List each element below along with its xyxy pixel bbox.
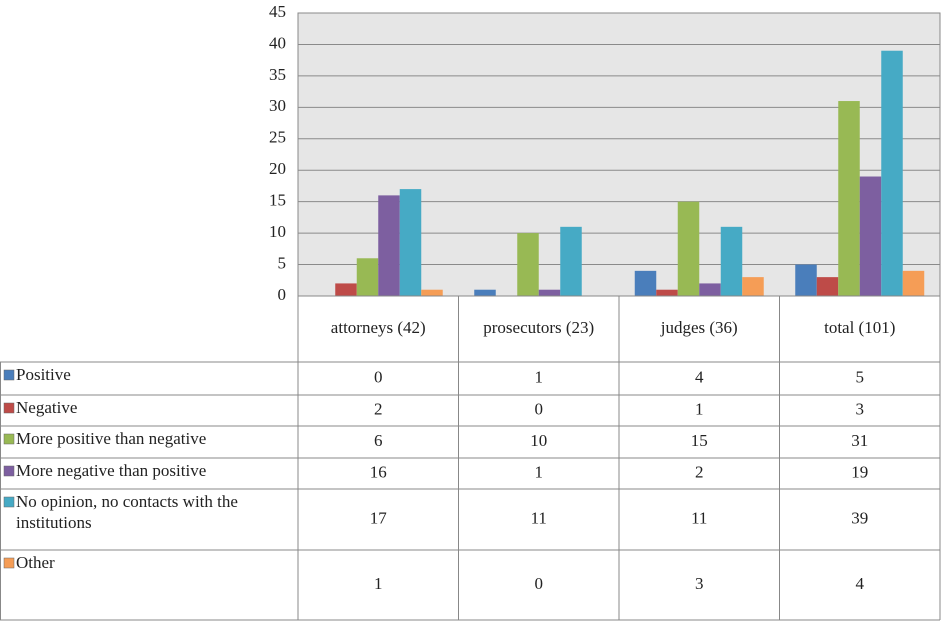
table-value: 1 <box>374 574 383 593</box>
table-value: 0 <box>535 574 544 593</box>
legend-label-box: More positive than negative <box>16 429 207 448</box>
table-value: 11 <box>691 508 707 527</box>
table-value: 19 <box>851 462 868 481</box>
table-value: 2 <box>695 462 704 481</box>
table-value: 3 <box>856 399 865 418</box>
x-tick-label: prosecutors (23) <box>483 318 594 337</box>
legend-label: Other <box>16 553 55 572</box>
bar <box>474 289 496 296</box>
x-tick-label: attorneys (42) <box>331 318 426 337</box>
legend-key <box>3 496 15 508</box>
bar <box>517 233 539 296</box>
bar <box>421 289 443 296</box>
bar <box>881 50 903 296</box>
y-tick-label: 25 <box>269 128 286 147</box>
legend-key <box>3 402 15 414</box>
legend-label-box: Negative <box>16 398 78 417</box>
table-value: 17 <box>370 508 388 527</box>
bar <box>859 176 882 296</box>
bar <box>538 289 561 296</box>
legend-label: No opinion, no contacts with the institu… <box>16 492 238 532</box>
bar <box>742 277 764 296</box>
legend-label: Negative <box>16 398 78 417</box>
table-value: 10 <box>530 431 547 450</box>
bar <box>838 101 860 297</box>
bar <box>335 283 357 296</box>
table-value: 1 <box>695 399 704 418</box>
table-value: 0 <box>374 367 383 386</box>
table-value: 39 <box>851 508 868 527</box>
legend-key <box>3 369 15 381</box>
table-value: 1 <box>535 462 544 481</box>
bar <box>902 270 925 296</box>
bar <box>699 283 721 296</box>
y-tick-label: 40 <box>269 33 286 52</box>
y-tick-label: 35 <box>269 65 286 84</box>
legend-label: More positive than negative <box>16 429 207 448</box>
bar <box>378 195 400 296</box>
bar <box>795 264 817 296</box>
table-value: 11 <box>531 508 547 527</box>
legend-label-box: More negative than positive <box>16 461 207 480</box>
x-tick-label: total (101) <box>824 318 895 337</box>
legend-label: Positive <box>16 365 71 384</box>
y-tick-label: 20 <box>269 159 286 178</box>
table-value: 15 <box>691 431 708 450</box>
bar <box>399 189 422 296</box>
table-value: 5 <box>856 367 865 386</box>
bar <box>816 277 839 296</box>
y-tick-label: 45 <box>269 2 286 21</box>
bar <box>677 201 700 296</box>
legend-label: More negative than positive <box>16 461 207 480</box>
bar <box>634 270 657 296</box>
bar <box>720 226 743 296</box>
bar <box>656 289 678 296</box>
y-tick-label: 30 <box>269 96 286 115</box>
legend-key <box>3 557 15 569</box>
legend-label-box: No opinion, no contacts with the institu… <box>16 492 238 532</box>
legend-label-box: Other <box>16 553 55 572</box>
table-value: 3 <box>695 574 704 593</box>
table-value: 16 <box>370 462 387 481</box>
y-tick-label: 10 <box>269 222 286 241</box>
legend-label-box: Positive <box>16 365 71 384</box>
table-value: 31 <box>851 431 868 450</box>
legend-key <box>3 433 15 445</box>
y-tick-label: 0 <box>278 285 287 304</box>
table-value: 6 <box>374 431 383 450</box>
x-tick-label: judges (36) <box>660 318 738 337</box>
table-value: 1 <box>535 367 544 386</box>
table-value: 2 <box>374 399 383 418</box>
table-value: 4 <box>695 367 704 386</box>
y-tick-label: 5 <box>278 253 287 272</box>
legend-key <box>3 465 15 477</box>
table-value: 0 <box>535 399 544 418</box>
bar <box>560 226 582 296</box>
y-tick-label: 15 <box>269 191 286 210</box>
table-value: 4 <box>856 574 865 593</box>
bar <box>356 258 379 296</box>
